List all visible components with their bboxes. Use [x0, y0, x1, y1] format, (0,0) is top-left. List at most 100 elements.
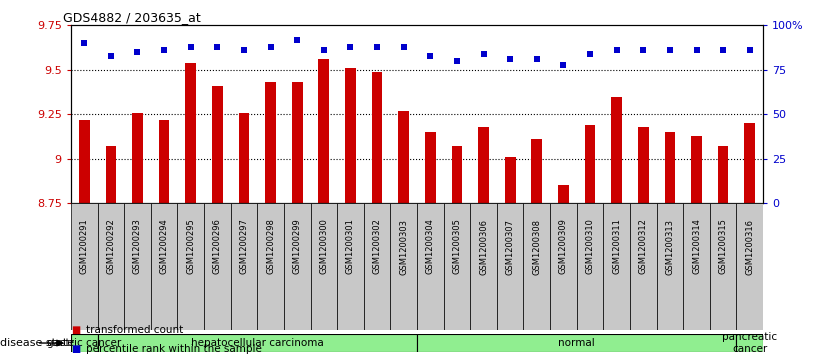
Text: ■: ■: [71, 344, 80, 354]
Point: [397, 44, 410, 50]
Bar: [710, 203, 736, 330]
Bar: [158, 120, 169, 203]
Point: [131, 49, 144, 55]
Text: GSM1200300: GSM1200300: [319, 219, 329, 274]
Point: [78, 40, 91, 46]
Bar: [444, 203, 470, 330]
Bar: [284, 203, 310, 330]
Bar: [124, 203, 151, 330]
Bar: [399, 111, 409, 203]
Point: [104, 53, 118, 58]
Text: GSM1200304: GSM1200304: [426, 219, 435, 274]
Bar: [310, 203, 337, 330]
Bar: [292, 82, 303, 203]
Bar: [550, 203, 577, 330]
Point: [663, 48, 676, 53]
Bar: [204, 203, 231, 330]
Bar: [638, 127, 649, 203]
Text: GSM1200311: GSM1200311: [612, 219, 621, 274]
Text: GSM1200310: GSM1200310: [585, 219, 595, 274]
Text: GSM1200306: GSM1200306: [479, 219, 488, 274]
Bar: [691, 136, 702, 203]
Bar: [630, 203, 656, 330]
Point: [716, 48, 730, 53]
Bar: [265, 82, 276, 203]
Text: GSM1200302: GSM1200302: [373, 219, 382, 274]
Bar: [71, 203, 98, 330]
Point: [557, 62, 570, 68]
Bar: [745, 123, 755, 203]
Text: GSM1200313: GSM1200313: [666, 219, 675, 274]
Text: gastric cancer: gastric cancer: [47, 338, 121, 348]
Bar: [212, 86, 223, 203]
Point: [477, 51, 490, 57]
Bar: [611, 97, 622, 203]
Text: GSM1200296: GSM1200296: [213, 219, 222, 274]
Bar: [417, 203, 444, 330]
Text: GSM1200298: GSM1200298: [266, 219, 275, 274]
Point: [583, 51, 596, 57]
Text: GSM1200295: GSM1200295: [186, 219, 195, 274]
Text: percentile rank within the sample: percentile rank within the sample: [86, 344, 262, 354]
Bar: [178, 203, 204, 330]
Text: GSM1200307: GSM1200307: [505, 219, 515, 274]
Bar: [417, 334, 736, 352]
Point: [610, 48, 623, 53]
Text: GSM1200303: GSM1200303: [399, 219, 408, 274]
Text: GDS4882 / 203635_at: GDS4882 / 203635_at: [63, 11, 200, 24]
Bar: [452, 146, 462, 203]
Point: [290, 37, 304, 42]
Point: [158, 48, 171, 53]
Point: [317, 48, 330, 53]
Bar: [319, 59, 329, 203]
Bar: [736, 334, 763, 352]
Point: [424, 53, 437, 58]
Bar: [345, 68, 356, 203]
Bar: [656, 203, 683, 330]
Bar: [79, 120, 89, 203]
Text: transformed count: transformed count: [86, 325, 183, 335]
Bar: [505, 157, 515, 203]
Bar: [736, 203, 763, 330]
Text: GSM1200312: GSM1200312: [639, 219, 648, 274]
Text: GSM1200305: GSM1200305: [452, 219, 461, 274]
Point: [184, 44, 198, 50]
Text: pancreatic
cancer: pancreatic cancer: [722, 332, 777, 354]
Bar: [390, 203, 417, 330]
Point: [690, 48, 703, 53]
Point: [530, 56, 544, 62]
Text: disease state: disease state: [0, 338, 74, 348]
Bar: [257, 203, 284, 330]
Bar: [718, 146, 729, 203]
Bar: [665, 132, 676, 203]
Bar: [337, 203, 364, 330]
Point: [636, 48, 650, 53]
Bar: [71, 334, 98, 352]
Point: [743, 48, 756, 53]
Bar: [524, 203, 550, 330]
Point: [344, 44, 357, 50]
Text: GSM1200294: GSM1200294: [159, 219, 168, 274]
Bar: [132, 113, 143, 203]
Bar: [98, 334, 417, 352]
Bar: [372, 72, 383, 203]
Bar: [425, 132, 435, 203]
Text: GSM1200291: GSM1200291: [80, 219, 88, 274]
Text: GSM1200297: GSM1200297: [239, 219, 249, 274]
Bar: [239, 113, 249, 203]
Point: [211, 44, 224, 50]
Text: GSM1200299: GSM1200299: [293, 219, 302, 274]
Bar: [231, 203, 257, 330]
Bar: [497, 203, 524, 330]
Bar: [478, 127, 489, 203]
Bar: [105, 146, 116, 203]
Bar: [683, 203, 710, 330]
Text: GSM1200292: GSM1200292: [106, 219, 115, 274]
Text: hepatocellular carcinoma: hepatocellular carcinoma: [191, 338, 324, 348]
Bar: [577, 203, 603, 330]
Text: GSM1200316: GSM1200316: [746, 219, 754, 274]
Point: [264, 44, 277, 50]
Point: [504, 56, 517, 62]
Text: normal: normal: [559, 338, 595, 348]
Text: GSM1200314: GSM1200314: [692, 219, 701, 274]
